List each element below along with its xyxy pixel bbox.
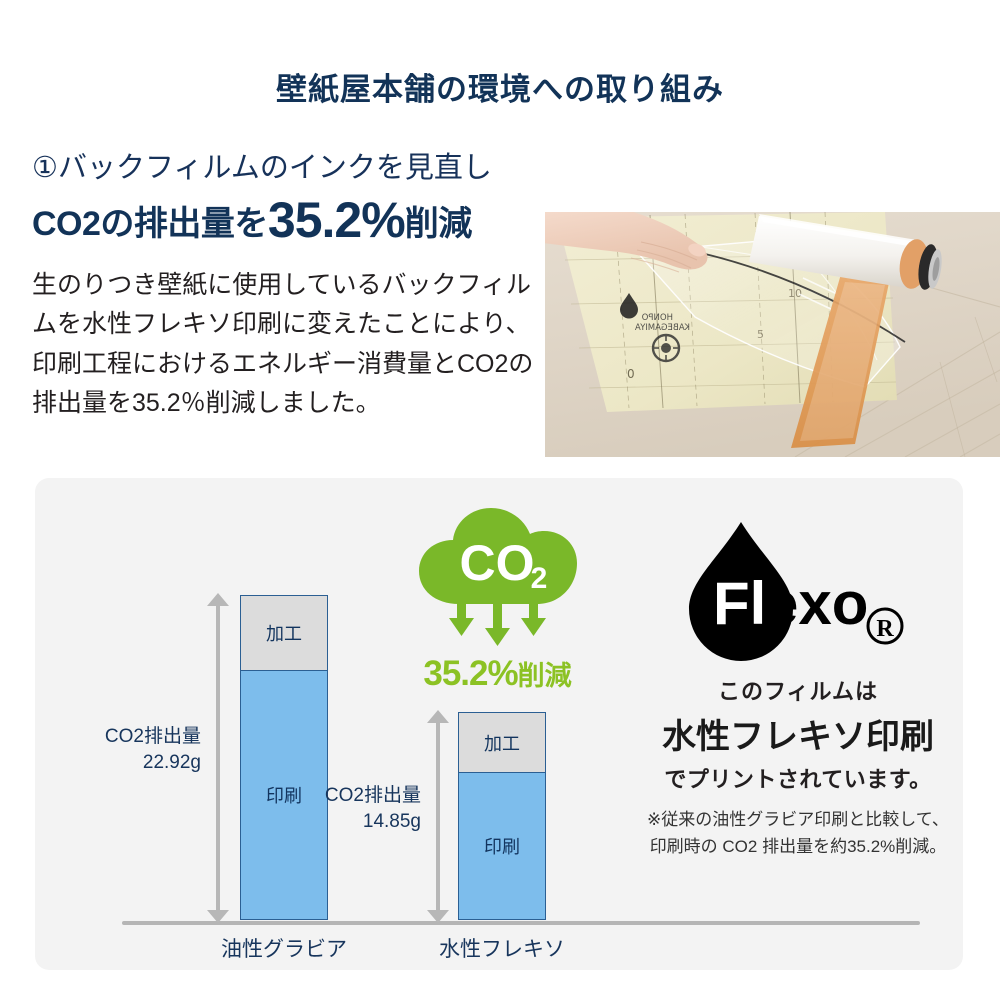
measure-label-flexo: CO2排出量 14.85g — [291, 783, 421, 834]
measure-label-value: 22.92g — [142, 751, 201, 773]
svg-text:KABEGAMIYA: KABEGAMIYA — [635, 323, 690, 333]
intro-headline: CO2の排出量を35.2%削減 — [32, 192, 547, 250]
bar-segment-processing: 加工 — [241, 596, 327, 671]
headline-prefix: CO2の排出量を — [32, 205, 268, 244]
flexo-note: ※従来の油性グラビア印刷と比較して、 印刷時の CO2 排出量を約35.2%削減… — [623, 806, 973, 860]
svg-text:2: 2 — [530, 562, 547, 595]
backing-film-photo: 10 5 0 KABEGAMIYA HONPO — [545, 212, 1000, 457]
flexo-section: Fl exo R このフィルムは 水性フレキソ印刷 でプリントされています。 ※… — [623, 516, 973, 860]
co2-reduction-value: 35.2% — [423, 654, 518, 693]
co2-reduction-badge: CO 2 35.2%削減 — [390, 500, 605, 694]
category-label-flexo: 水性フレキソ — [439, 938, 565, 961]
co2-reduction-word: 削減 — [517, 661, 572, 691]
measure-arrow-gravure — [207, 593, 229, 923]
co2-cloud-icon: CO 2 — [418, 508, 577, 646]
comparison-panel: CO2排出量 22.92g 加工 印刷 CO2排出量 14.85g 加工 — [35, 478, 963, 970]
headline-highlight: 35.2% — [267, 192, 406, 249]
flexo-line1: このフィルムは — [717, 679, 879, 704]
category-label-gravure: 油性グラビア — [221, 938, 347, 961]
flexo-logo: Fl exo R — [653, 516, 943, 666]
bar-segment-printing: 印刷 — [241, 671, 327, 919]
measure-label-value: 14.85g — [362, 810, 421, 832]
measure-arrow-flexo — [427, 710, 449, 923]
flexo-note-line1: ※従来の油性グラビア印刷と比較して、 — [647, 810, 949, 829]
co2-reduction-text: 35.2%削減 — [390, 654, 605, 694]
flexo-note-line2: 印刷時の CO2 排出量を約35.2%削減。 — [649, 837, 947, 857]
svg-text:R: R — [876, 616, 894, 642]
co2-bar-chart: CO2排出量 22.92g 加工 印刷 CO2排出量 14.85g 加工 — [35, 478, 920, 970]
chart-baseline — [122, 921, 920, 925]
bar-gravure: 加工 印刷 — [240, 595, 328, 920]
intro-lead-text: ①バックフィルムのインクを見直し — [32, 152, 492, 184]
flexo-line3: でプリントされています。 — [664, 767, 932, 792]
measure-label-gravure: CO2排出量 22.92g — [71, 724, 201, 775]
headline-suffix: 削減 — [404, 205, 473, 244]
page-title: 壁紙屋本舗の環境への取り組み — [276, 72, 724, 107]
intro-body-text: 生のりつき壁紙に使用しているバックフィルムを水性フレキソ印刷に変えたことにより、… — [32, 270, 534, 418]
measure-label-title: CO2排出量 — [324, 785, 421, 806]
measure-label-title: CO2排出量 — [104, 726, 201, 747]
flexo-line2: 水性フレキソ印刷 — [662, 718, 934, 756]
bar-segment-processing: 加工 — [459, 713, 545, 773]
bar-segment-printing: 印刷 — [459, 773, 545, 919]
bar-flexo: 加工 印刷 — [458, 712, 546, 920]
svg-text:HONPO: HONPO — [641, 313, 673, 323]
flexo-logo-exo: exo — [765, 570, 868, 637]
svg-text:CO: CO — [459, 535, 534, 591]
svg-text:0: 0 — [627, 367, 635, 381]
flexo-logo-fl: Fl — [713, 570, 766, 637]
registered-icon: R — [866, 607, 904, 645]
intro-section: ①バックフィルムのインクを見直し CO2の排出量を35.2%削減 生のりつき壁紙… — [32, 150, 547, 424]
